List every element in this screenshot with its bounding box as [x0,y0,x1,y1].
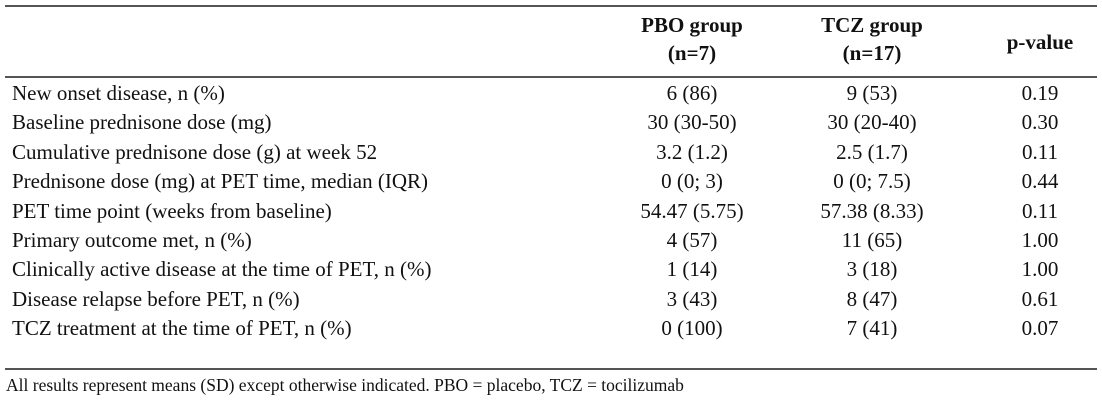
cell: 0.44 [1021,169,1059,194]
row-label: PET time point (weeks from baseline) [12,198,332,223]
header-rule [5,76,1097,78]
header-cell: (n=7) [667,41,717,65]
row-label: Cumulative prednisone dose (g) at week 5… [12,139,378,164]
cell: 0.30 [1021,110,1059,135]
cell: 0 (0; 7.5) [833,169,911,194]
cell: 0.19 [1021,81,1059,105]
row-label: Prednisone dose (mg) at PET time, median… [12,169,429,194]
cell: 0.11 [1022,139,1058,164]
cell: 30 (20-40) [827,110,917,135]
cell: 0.07 [1021,316,1059,341]
cell: 3 (18) [846,257,898,282]
cell: 4 (57) [666,228,718,252]
row-label: Clinically active disease at the time of… [12,257,432,282]
cell: 3 (43) [666,286,718,311]
header-cell: (n=17) [842,41,902,65]
cell: 1.00 [1021,257,1059,282]
cell: 7 (41) [846,316,898,341]
cell: 11 (65) [841,228,903,252]
cell: 54.47 (5.75) [640,198,744,223]
cell: 0 (0; 3) [661,169,723,194]
cell: 30 (30-50) [647,110,737,135]
cell: 3.2 (1.2) [656,139,728,164]
cell: 8 (47) [846,286,898,311]
header-cell: TCZ group [821,13,923,37]
footnote: All results represent means (SD) except … [6,375,684,395]
header-cell: PBO group [641,13,743,37]
cell: 9 (53) [846,81,898,105]
cell: 57.38 (8.33) [820,198,924,223]
row-label: Primary outcome met, n (%) [12,228,252,252]
cell: 6 (86) [666,81,718,105]
cell: 0 (100) [661,316,723,341]
cell: 0.11 [1022,198,1058,223]
header-cell: p-value [1006,30,1074,54]
row-label: Baseline prednisone dose (mg) [12,110,272,135]
cell: 2.5 (1.7) [836,139,908,164]
cell: 1 (14) [666,257,718,282]
bottom-rule [5,368,1097,370]
row-label: New onset disease, n (%) [12,81,225,105]
row-label: Disease relapse before PET, n (%) [12,286,300,311]
row-label: TCZ treatment at the time of PET, n (%) [12,316,352,341]
cell: 0.61 [1021,286,1059,311]
top-rule [5,5,1097,7]
cell: 1.00 [1021,228,1059,252]
